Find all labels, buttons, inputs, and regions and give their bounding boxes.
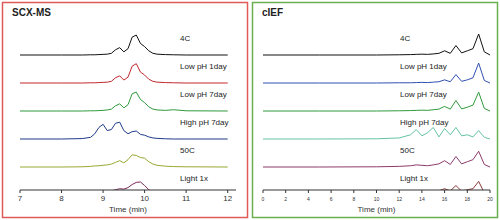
x-axis-label: Time (min) xyxy=(358,205,396,214)
x-axis xyxy=(20,190,236,191)
x-tick xyxy=(103,190,104,193)
trace-label: 50C xyxy=(180,146,195,155)
x-axis-label: Time (min) xyxy=(109,205,147,214)
trace-label: High pH 7day xyxy=(400,118,448,127)
x-tick xyxy=(399,190,400,193)
trace xyxy=(263,63,490,83)
x-tick xyxy=(490,190,491,193)
panel: SCX-MS 4C Low pH 1day Low pH 7day High pH 7d… xyxy=(3,3,248,218)
trace-label: High pH 7day xyxy=(180,118,228,127)
title: SCX-MS xyxy=(12,7,51,18)
trace xyxy=(263,92,490,111)
trace-label: Low pH 1day xyxy=(180,62,227,71)
trace-label: Light 1x xyxy=(180,174,208,183)
x-tick-label: 8 xyxy=(352,196,355,202)
x-tick-label: 16 xyxy=(442,196,448,202)
trace xyxy=(263,181,490,190)
trace-label: Light 1x xyxy=(400,174,428,183)
trace xyxy=(263,127,490,139)
trace-label: Low pH 7day xyxy=(180,90,227,99)
x-tick xyxy=(186,190,187,193)
x-tick-label: 0 xyxy=(262,196,265,202)
trace-label: 50C xyxy=(400,146,415,155)
x-tick xyxy=(308,190,309,193)
panel-frame xyxy=(3,3,248,218)
trace xyxy=(263,151,490,167)
traces xyxy=(20,35,228,190)
x-tick-label: 18 xyxy=(465,196,471,202)
trace xyxy=(20,155,228,167)
x-tick-label: 12 xyxy=(396,196,402,202)
x-tick-label: 14 xyxy=(419,196,425,202)
x-tick-label: 10 xyxy=(374,196,380,202)
x-tick-label: 9 xyxy=(101,194,106,203)
x-tick-label: 11 xyxy=(182,194,191,203)
x-tick xyxy=(285,190,286,193)
traces xyxy=(263,34,490,190)
x-tick xyxy=(227,190,228,193)
x-tick-label: 20 xyxy=(487,196,493,202)
x-tick-label: 6 xyxy=(330,196,333,202)
x-tick-label: 10 xyxy=(140,194,149,203)
trace xyxy=(20,182,228,190)
x-tick xyxy=(444,190,445,193)
panel: cIEF 4C Low pH 1day Low pH 7day High pH 7day… xyxy=(253,3,498,218)
trace-label: 4C xyxy=(180,34,190,43)
title: cIEF xyxy=(262,7,283,18)
x-tick xyxy=(263,190,264,193)
x-tick xyxy=(467,190,468,193)
x-tick-label: 4 xyxy=(307,196,310,202)
trace-label: Low pH 1day xyxy=(400,62,447,71)
trace-label: 4C xyxy=(400,34,410,43)
x-tick xyxy=(376,190,377,193)
trace-label: Low pH 7day xyxy=(400,90,447,99)
trace xyxy=(20,35,228,55)
x-tick-label: 12 xyxy=(223,194,232,203)
trace xyxy=(263,34,490,55)
panel-frame xyxy=(253,3,498,218)
x-tick-label: 8 xyxy=(59,194,64,203)
x-tick xyxy=(61,190,62,193)
figure: SCX-MS 4C Low pH 1day Low pH 7day High pH 7d… xyxy=(0,0,500,220)
x-tick xyxy=(353,190,354,193)
x-tick xyxy=(144,190,145,193)
x-tick xyxy=(331,190,332,193)
x-tick-label: 7 xyxy=(18,194,23,203)
x-tick-label: 2 xyxy=(284,196,287,202)
x-tick xyxy=(421,190,422,193)
x-tick xyxy=(20,190,21,193)
